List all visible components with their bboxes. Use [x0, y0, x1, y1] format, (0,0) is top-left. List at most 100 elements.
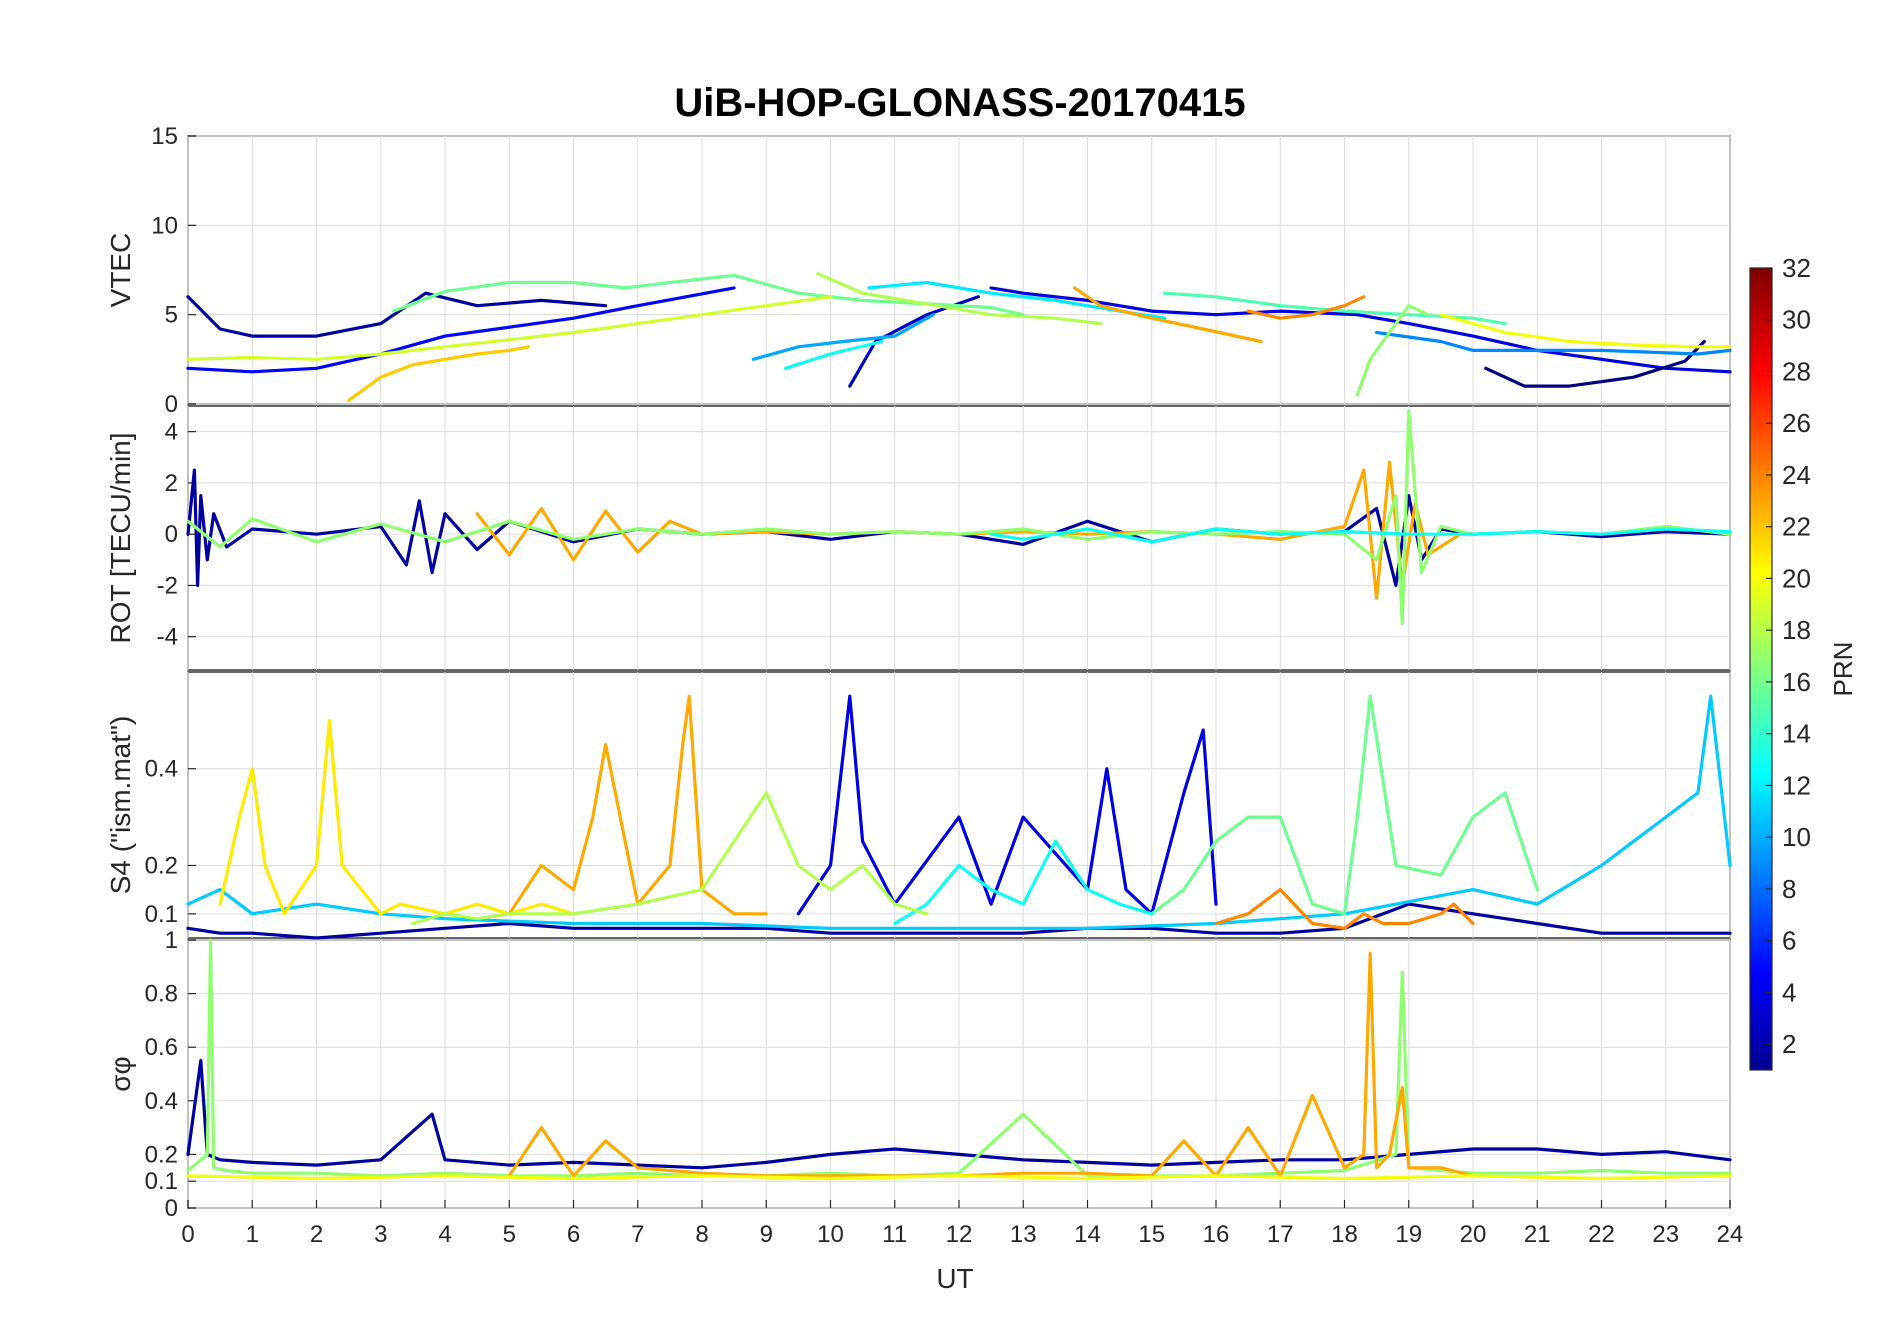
series-prn-5	[186, 286, 736, 374]
series-prn-2	[186, 1058, 1732, 1170]
y-tick-label: 5	[165, 302, 178, 329]
series-prn-1	[1484, 339, 1706, 388]
series-prn-15	[1162, 291, 1507, 326]
colorbar-tick-label: 4	[1782, 977, 1796, 1007]
colorbar-tick-label: 30	[1782, 305, 1811, 335]
x-tick-label: 18	[1331, 1221, 1358, 1248]
x-tick-label: 4	[438, 1221, 451, 1248]
x-tick-label: 5	[503, 1221, 516, 1248]
x-tick-label: 2	[310, 1221, 323, 1248]
series-prn-9	[1374, 330, 1732, 356]
y-tick-label: 4	[165, 419, 178, 446]
colorbar-tick-label: 16	[1782, 667, 1811, 697]
series-prn-10	[751, 313, 935, 361]
colorbar-tick-label: 26	[1782, 408, 1811, 438]
x-tick-label: 11	[882, 1221, 907, 1248]
colorbar-tick-label: 20	[1782, 563, 1811, 593]
series-prn-24	[1246, 295, 1366, 320]
colorbar-tick-label: 22	[1782, 512, 1811, 542]
series-prn-13	[783, 339, 884, 370]
series-group	[186, 938, 1732, 1181]
y-tick-label: 0.2	[145, 1141, 178, 1168]
x-tick-label: 22	[1588, 1221, 1615, 1248]
y-tick-label: 0.8	[145, 981, 178, 1008]
series-prn-2	[186, 291, 608, 338]
panel-4: 00.10.2 0.4 0.6 0.8 1 σφ	[105, 927, 1732, 1222]
x-tick-label: 20	[1460, 1221, 1487, 1248]
y-tick-label: 0.2	[145, 852, 178, 879]
x-tick-label: 0	[181, 1221, 194, 1248]
colorbar-tick-label: 10	[1782, 822, 1811, 852]
x-tick-label: 8	[695, 1221, 708, 1248]
series-prn-23	[507, 951, 1475, 1178]
series-prn-18	[816, 272, 1102, 326]
series-group	[186, 409, 1732, 626]
y-tick-label: -2	[157, 572, 178, 599]
series-prn-20	[1439, 313, 1732, 349]
colorbar-tick-label: 14	[1782, 719, 1811, 749]
x-tick-label: 9	[760, 1221, 773, 1248]
series-prn-17	[1355, 304, 1430, 397]
x-tick-label: 12	[946, 1221, 973, 1248]
y-axis-label: VTEC	[105, 233, 136, 308]
x-tick-label: 3	[374, 1221, 387, 1248]
series-prn-23	[507, 694, 768, 916]
x-axis: 0 1 2 3 4 5 6 7 8 9 10 11 12 13 14 15 16 17 18 19 20 21 22 23 24	[181, 1200, 1743, 1248]
x-tick-label: 16	[1203, 1221, 1230, 1248]
series-prn-23	[475, 460, 1462, 600]
x-tick-label: 15	[1138, 1221, 1165, 1248]
x-tick-label: 24	[1717, 1221, 1744, 1248]
x-tick-label: 14	[1074, 1221, 1101, 1248]
x-tick-label: 23	[1652, 1221, 1679, 1248]
y-tick-label: 0.6	[145, 1034, 178, 1061]
series-prn-4	[796, 694, 1218, 916]
colorbar-tick-label: 28	[1782, 356, 1811, 386]
series-prn-24	[1214, 887, 1475, 930]
x-tick-label: 17	[1267, 1221, 1294, 1248]
y-tick-label: 0.1	[145, 1168, 178, 1195]
colorbar-tick-label: 18	[1782, 615, 1811, 645]
colorbar-tick-label: 2	[1782, 1029, 1796, 1059]
colorbar-scale	[1749, 267, 1773, 1071]
panel-3: 0.1 0.2 0.4 S4 ("ism.mat")	[105, 671, 1732, 940]
y-tick-label: 0	[165, 521, 178, 548]
colorbar-tick-label: 12	[1782, 770, 1811, 800]
y-tick-label: 0	[165, 1195, 178, 1222]
x-tick-label: 10	[817, 1221, 844, 1248]
y-tick-label: 0.4	[145, 756, 178, 783]
x-tick-label: 13	[1010, 1221, 1037, 1248]
series-prn-23	[1073, 286, 1263, 344]
y-tick-label: 10	[151, 212, 178, 239]
y-axis-label: ROT [TECU/min]	[105, 432, 136, 643]
y-tick-label: 0	[165, 391, 178, 418]
series-prn-13	[893, 839, 1154, 926]
x-tick-label: 6	[567, 1221, 580, 1248]
series-group	[186, 272, 1732, 402]
series-prn-4	[989, 286, 1732, 374]
colorbar-tick-label: 32	[1782, 253, 1811, 283]
y-tick-label: -4	[157, 624, 178, 651]
series-prn-16	[1150, 694, 1539, 916]
x-tick-label: 19	[1395, 1221, 1422, 1248]
y-tick-label: 0.4	[145, 1088, 178, 1115]
series-prn-13	[989, 527, 1732, 544]
panel-1: 0 5 10 15 VTEC	[105, 123, 1732, 418]
series-prn-21	[218, 718, 576, 916]
panel-2: -4 -2 0 2 4 ROT [TECU/min]	[105, 405, 1732, 671]
series-group	[186, 694, 1732, 940]
y-axis-label: S4 ("ism.mat")	[105, 716, 136, 895]
y-axis-label: σφ	[105, 1056, 136, 1091]
chart-title: UiB-HOP-GLONASS-20170415	[674, 81, 1245, 125]
colorbar-tick-label: 24	[1782, 460, 1811, 490]
series-prn-20	[186, 1174, 1732, 1181]
series-prn-11	[186, 694, 1732, 930]
y-tick-label: 0.1	[145, 901, 178, 928]
x-tick-label: 7	[631, 1221, 644, 1248]
x-axis-label: UT	[936, 1263, 973, 1294]
y-tick-label: 2	[165, 470, 178, 497]
colorbar-tick-label: 6	[1782, 926, 1796, 956]
